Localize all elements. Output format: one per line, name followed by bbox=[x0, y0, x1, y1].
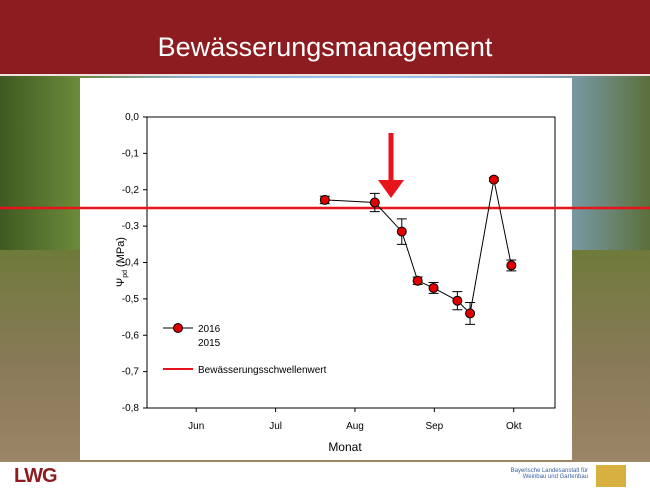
y-tick-label: 0,0 bbox=[125, 112, 139, 123]
data-point bbox=[488, 174, 499, 185]
annotation-arrow-head bbox=[378, 180, 404, 198]
data-point bbox=[369, 197, 380, 208]
footer: LWG Bayerische Landesanstalt für Weinbau … bbox=[0, 462, 650, 491]
data-point bbox=[396, 226, 407, 237]
institute: Bayerische Landesanstalt für Weinbau und … bbox=[511, 468, 588, 480]
data-point bbox=[428, 282, 439, 293]
y-tick-label: -0,2 bbox=[122, 185, 140, 196]
slide-title: Bewässerungsmanagement bbox=[157, 32, 493, 62]
y-tick-label: -0,5 bbox=[122, 294, 140, 305]
x-tick-label: Sep bbox=[425, 421, 443, 432]
institute-line: Bayerische Landesanstalt für bbox=[510, 468, 588, 474]
x-tick-label: Aug bbox=[346, 421, 364, 432]
x-axis-label: Monat bbox=[328, 440, 362, 454]
legend-label: Bewässerungsschwellenwert bbox=[198, 365, 327, 376]
y-tick-label: -0,4 bbox=[122, 258, 140, 269]
legend-label: 2015 bbox=[198, 338, 221, 349]
y-tick-label: -0,8 bbox=[122, 403, 140, 414]
crest bbox=[596, 465, 626, 487]
title-bar: Bewässerungsmanagement bbox=[0, 0, 650, 76]
x-tick-label: Jul bbox=[269, 421, 282, 432]
chart-background bbox=[80, 78, 572, 460]
data-point bbox=[465, 308, 476, 319]
y-axis-label: Ψpd (MPa) bbox=[115, 237, 129, 287]
institute-line: Weinbau und Gartenbau bbox=[522, 474, 588, 480]
y-axis-label-text: Ψpd (MPa) bbox=[115, 237, 129, 287]
y-label-symbol: Ψ bbox=[115, 278, 127, 287]
x-tick-label: Jun bbox=[188, 421, 204, 432]
legend-marker bbox=[173, 323, 183, 333]
x-tick-label: Okt bbox=[506, 421, 522, 432]
legend-label: 2016 bbox=[198, 324, 221, 335]
y-label-sub: pd bbox=[122, 270, 129, 278]
logo: LWG bbox=[14, 465, 58, 487]
y-label-unit: (MPa) bbox=[115, 237, 127, 267]
y-tick-label: -0,1 bbox=[122, 148, 140, 159]
data-point bbox=[452, 295, 463, 306]
data-point bbox=[319, 194, 330, 205]
y-tick-label: -0,7 bbox=[122, 367, 140, 378]
data-point bbox=[506, 260, 517, 271]
y-tick-label: -0,6 bbox=[122, 330, 140, 341]
y-tick-label: -0,3 bbox=[122, 221, 140, 232]
data-point bbox=[412, 275, 423, 286]
